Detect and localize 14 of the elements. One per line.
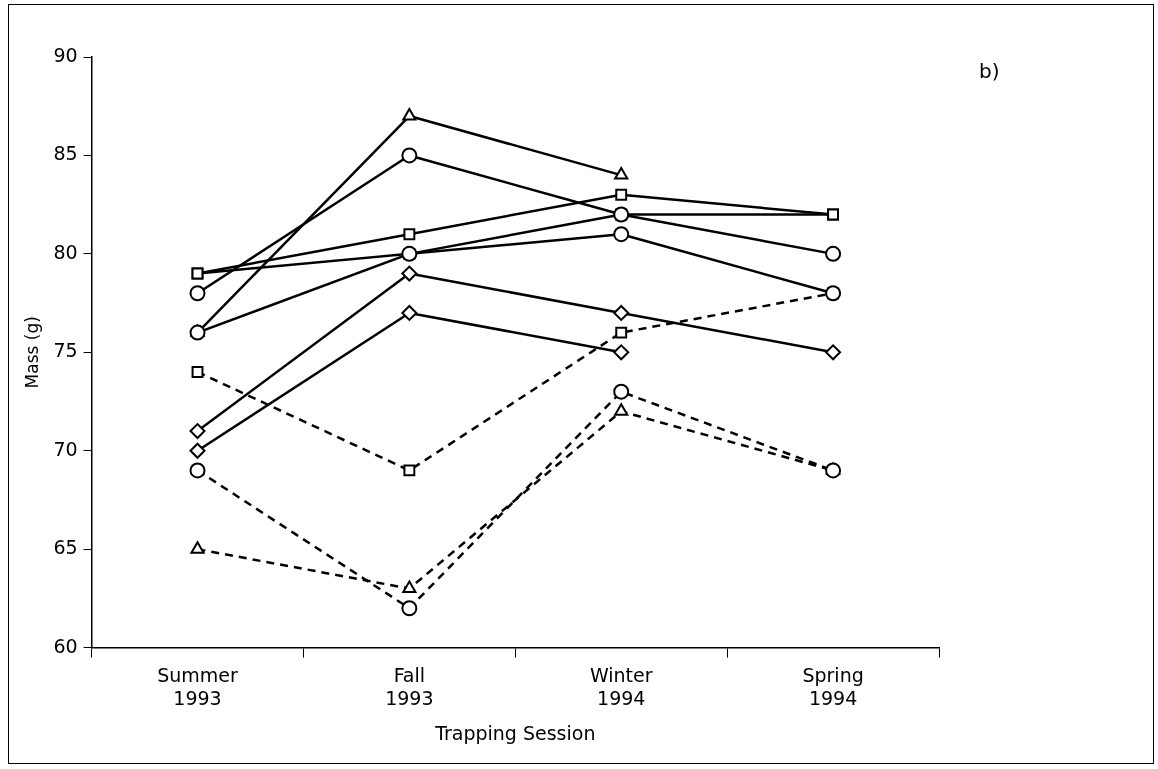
- y-axis-title: Mass (g): [21, 316, 42, 389]
- y-tick-label: 85: [53, 142, 78, 165]
- x-tick-label: Fall 1993: [385, 663, 434, 709]
- x-tick-label: Summer 1993: [157, 663, 238, 709]
- y-tick-label: 80: [53, 240, 78, 263]
- y-tick-label: 70: [53, 437, 78, 460]
- y-tick-label: 75: [53, 339, 78, 362]
- y-tick-label: 65: [53, 536, 78, 559]
- text: b): [979, 59, 1000, 84]
- y-tick-label: 90: [53, 43, 78, 66]
- x-tick-label: Winter 1994: [589, 663, 653, 709]
- x-tick-label: Spring 1994: [802, 663, 864, 709]
- y-tick-label: 60: [53, 634, 78, 657]
- x-axis-title: Trapping Session: [434, 721, 596, 744]
